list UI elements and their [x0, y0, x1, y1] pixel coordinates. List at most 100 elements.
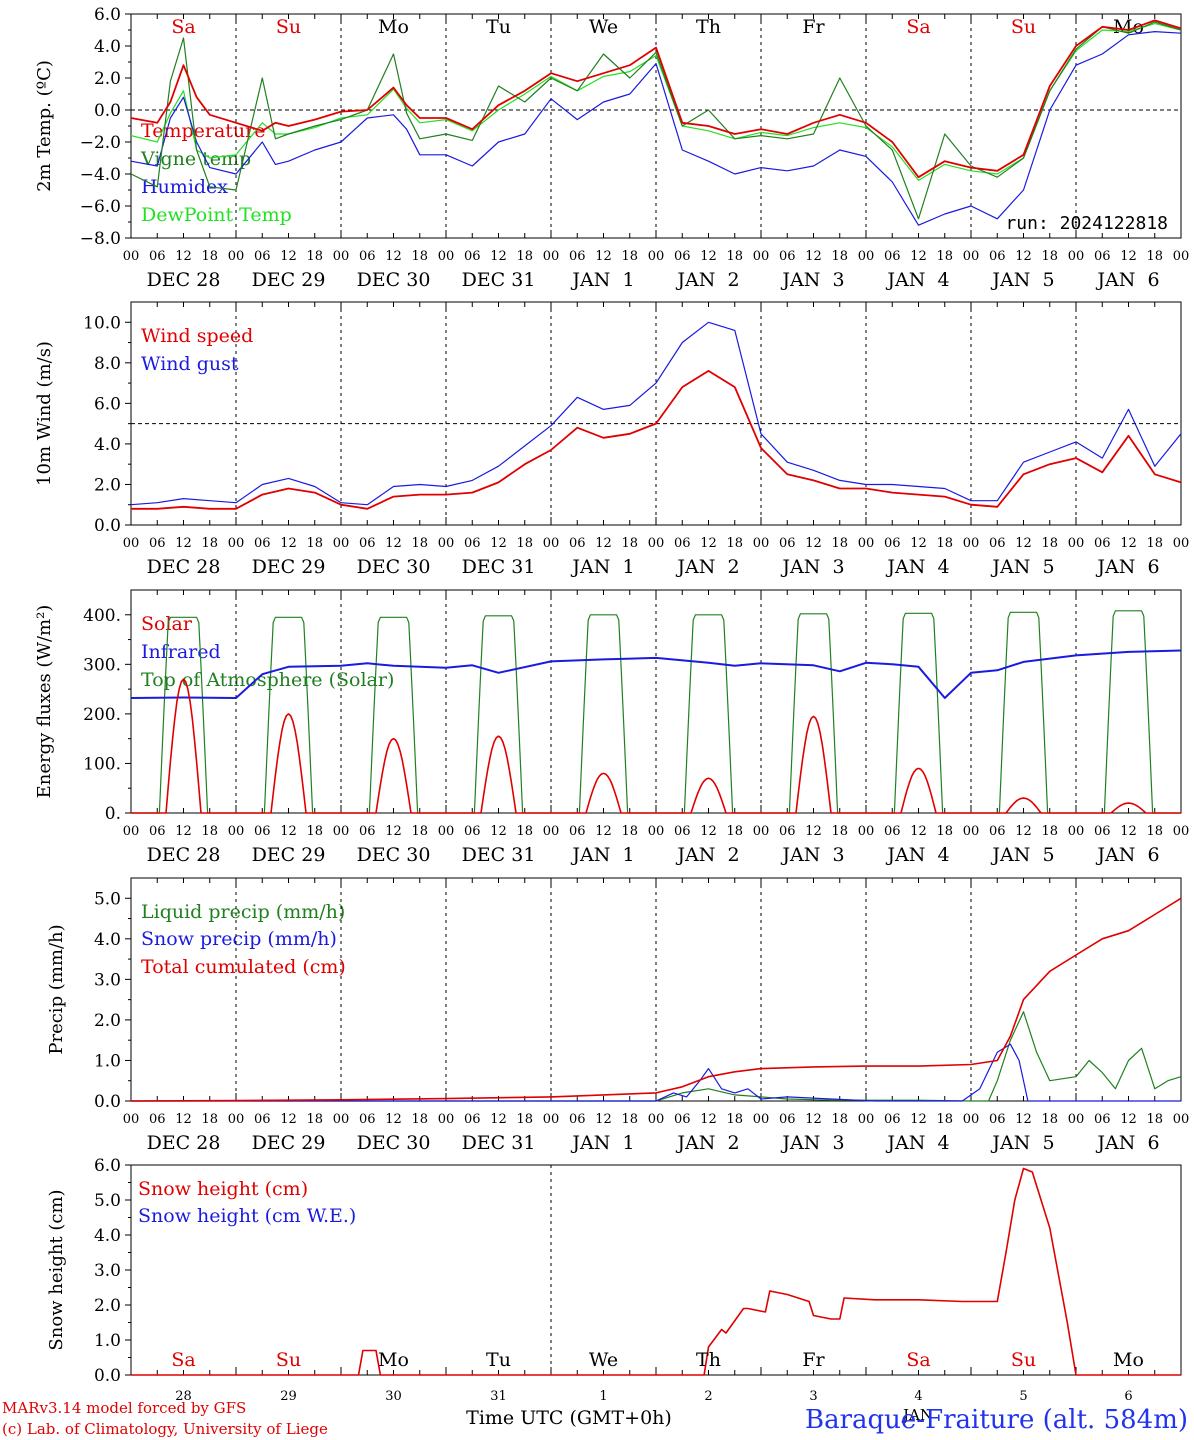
hour-tick-label: 12: [490, 824, 507, 839]
hour-tick-label: 00: [438, 824, 455, 839]
hour-tick-label: 12: [700, 249, 717, 264]
hour-tick-label: 00: [963, 1112, 980, 1127]
hour-tick-label: 06: [464, 249, 481, 264]
hour-tick-label: 06: [464, 824, 481, 839]
hour-tick-label: 18: [831, 536, 848, 551]
hour-tick-label: 06: [359, 249, 376, 264]
hour-tick-label: 12: [700, 1112, 717, 1127]
hour-tick-label: 12: [385, 536, 402, 551]
hour-tick-label: 00: [228, 824, 245, 839]
legend-entry: Top of Atmosphere (Solar): [141, 669, 394, 691]
hour-tick-label: 12: [1120, 249, 1137, 264]
date-label: JAN 2: [675, 1132, 739, 1154]
hour-tick-label: 00: [438, 536, 455, 551]
hour-tick-label: 18: [516, 824, 533, 839]
hour-tick-label: 06: [674, 824, 691, 839]
weekday-label: Sa: [171, 16, 195, 38]
hour-tick-label: 00: [858, 1112, 875, 1127]
weekday-label: Th: [696, 1349, 721, 1371]
y-axis-label: Energy fluxes (W/m²): [34, 605, 55, 799]
hour-tick-label: 12: [1120, 1112, 1137, 1127]
hour-tick-label: 18: [726, 824, 743, 839]
hour-tick-label: 18: [411, 249, 428, 264]
hour-tick-label: 06: [1094, 536, 1111, 551]
panel-wind: 0.0 2.0 4.0 6.0 8.0 10.0 10m Wind (m/s) Wind sp…: [34, 301, 1182, 536]
hour-tick-label: 06: [884, 536, 901, 551]
hour-tick-label: 12: [280, 249, 297, 264]
day-number-label: 3: [809, 1389, 817, 1404]
date-label: DEC 31: [462, 844, 536, 866]
weekday-label: Fr: [802, 1349, 825, 1371]
weekday-label: Mo: [378, 16, 409, 38]
hour-tick-label: 18: [936, 1112, 953, 1127]
hour-tick-label: 12: [910, 824, 927, 839]
weekday-label: Sa: [171, 1349, 195, 1371]
legend-entry: Solar: [141, 613, 193, 635]
hour-tick-label: 18: [516, 536, 533, 551]
weekday-label: Mo: [378, 1349, 409, 1371]
weekday-label: Th: [696, 16, 721, 38]
hour-tick-label: 06: [989, 249, 1006, 264]
hour-tick-label: 18: [1146, 1112, 1163, 1127]
y-tick-label: 200.: [83, 705, 121, 725]
hour-tick-label: 00: [753, 536, 770, 551]
hour-tick-label: 00: [333, 536, 350, 551]
hour-tick-label: 18: [1041, 1112, 1058, 1127]
series-line-temperature: [130, 19, 1182, 179]
date-label: DEC 29: [252, 844, 326, 866]
hour-tick-label: 00: [228, 1112, 245, 1127]
date-label: JAN 3: [780, 269, 844, 291]
legend-entry: Wind speed: [141, 325, 253, 347]
hour-tick-label: 12: [1015, 824, 1032, 839]
hour-tick-label: 12: [175, 249, 192, 264]
hour-tick-label: 06: [779, 1112, 796, 1127]
weekday-label: Tu: [486, 1349, 511, 1371]
date-label: DEC 30: [357, 556, 431, 578]
y-tick-label: −2.0: [80, 133, 121, 153]
weekday-label: Su: [276, 1349, 301, 1371]
hour-tick-label: 06: [254, 249, 271, 264]
hour-tick-label: 12: [700, 536, 717, 551]
hour-tick-label: 00: [543, 1112, 560, 1127]
y-tick-label: 8.0: [94, 354, 121, 374]
series-line-liquid-precip: [131, 1011, 1182, 1102]
y-tick-label: 0.0: [94, 101, 121, 121]
hour-tick-label: 18: [201, 536, 218, 551]
hour-tick-label: 00: [438, 249, 455, 264]
date-label: JAN 1: [570, 1132, 634, 1154]
y-axis-label: 10m Wind (m/s): [34, 341, 55, 486]
hour-tick-label: 18: [516, 1112, 533, 1127]
weekday-label: Sa: [906, 1349, 930, 1371]
hour-tick-label: 00: [1173, 249, 1190, 264]
hour-tick-label: 18: [726, 536, 743, 551]
series-line-solar: [131, 678, 1181, 814]
date-label: JAN 6: [1095, 269, 1159, 291]
hour-tick-label: 06: [254, 536, 271, 551]
date-label: JAN 6: [1095, 1132, 1159, 1154]
hour-tick-label: 06: [1094, 249, 1111, 264]
hour-tick-label: 12: [1015, 1112, 1032, 1127]
hour-axis-1: 00 06 12 18 00 06 12 18 00 06 12 18 00 06 12 18 00 06 12 18…: [123, 536, 1190, 578]
y-tick-label: 300.: [83, 655, 121, 675]
date-label: JAN 5: [990, 1132, 1054, 1154]
hour-tick-label: 06: [464, 536, 481, 551]
hour-tick-label: 18: [306, 249, 323, 264]
hour-tick-label: 12: [910, 249, 927, 264]
station-title: Baraque-Fraiture (alt. 584m): [805, 1405, 1188, 1435]
day-number-label: 29: [280, 1389, 297, 1404]
series-line-humidex: [130, 31, 1182, 226]
hour-tick-label: 00: [333, 249, 350, 264]
date-label: JAN 1: [570, 556, 634, 578]
date-label: JAN 4: [885, 1132, 949, 1154]
hour-tick-label: 18: [516, 249, 533, 264]
footer: MARv3.14 model forced by GFS (c) Lab. of …: [2, 1399, 1188, 1438]
hour-axis-0: 00 06 12 18 00 06 12 18 00 06 12 18 00 06 12 18 00 06 12 18…: [123, 249, 1190, 291]
date-label: DEC 29: [252, 269, 326, 291]
weekday-label: Su: [1011, 16, 1036, 38]
hour-tick-label: 12: [700, 824, 717, 839]
hour-tick-label: 06: [674, 536, 691, 551]
hour-tick-label: 00: [1068, 249, 1085, 264]
day-number-label: 28: [175, 1389, 192, 1404]
date-label: DEC 31: [462, 1132, 536, 1154]
